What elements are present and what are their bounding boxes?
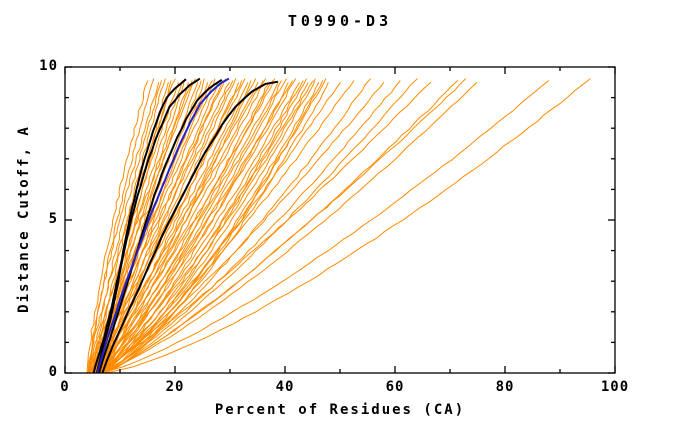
axis-box (64, 66, 616, 374)
black-model-lines (92, 77, 279, 374)
x-tick-label: 40 (275, 379, 295, 395)
y-axis-label: Distance Cutoff, A (16, 125, 32, 313)
x-tick-label: 60 (385, 379, 405, 395)
blue-model-line (96, 77, 230, 374)
chart-title: T0990-D3 (287, 12, 393, 30)
x-tick-label: 0 (60, 379, 70, 395)
x-tick-label: 80 (495, 379, 515, 395)
x-tick-label: 20 (165, 379, 185, 395)
y-tick-label: 10 (39, 58, 58, 74)
y-tick-label: 5 (48, 211, 58, 227)
y-tick-label: 0 (48, 364, 58, 380)
x-axis-label: Percent of Residues (CA) (214, 402, 466, 418)
x-tick-label: 100 (600, 379, 630, 395)
